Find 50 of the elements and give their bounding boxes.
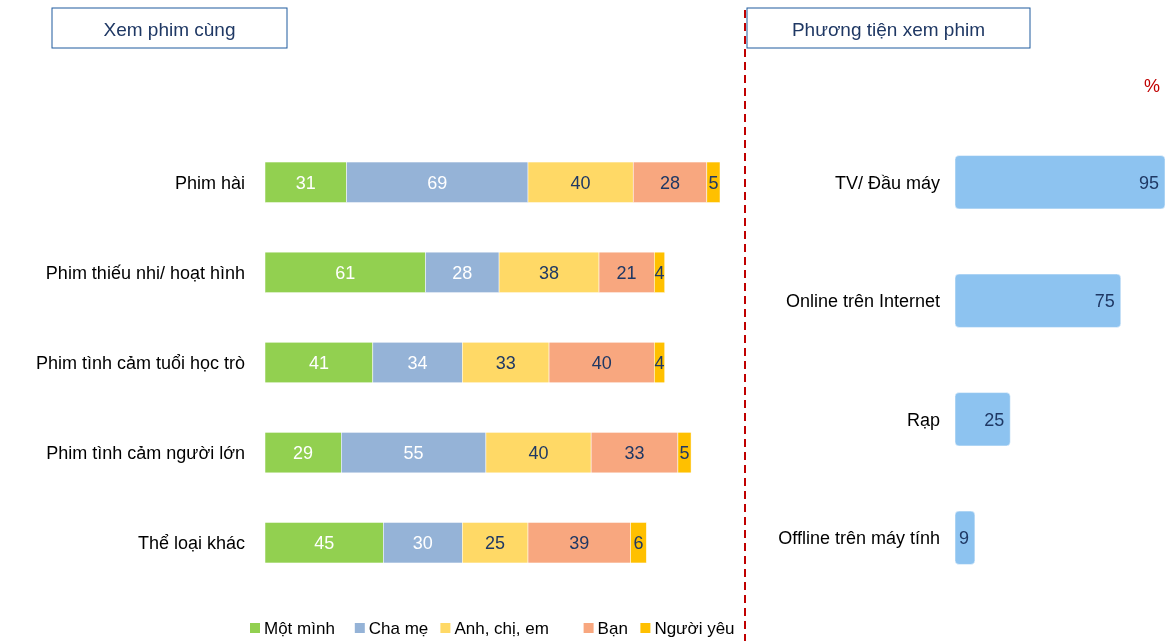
y-tick-label: TV/ Đầu máy [834,172,940,193]
y-tick-label: Phim hài [174,172,245,193]
bar [954,510,976,565]
data-label: 33 [495,352,516,373]
data-label: 40 [591,352,612,373]
y-tick-label: Phim thiếu nhi/ hoạt hình [45,262,245,283]
bar [954,392,1011,447]
bar [954,273,1122,328]
data-label: 69 [427,172,448,193]
data-label: 6 [633,533,644,553]
data-label: 21 [616,262,637,283]
legend-label: Một mình [264,618,335,638]
data-label: 5 [708,172,719,193]
data-label: 95 [1138,172,1159,193]
data-label: 30 [412,533,433,553]
bar [954,155,1166,210]
data-label: 25 [984,409,1005,430]
data-label: 41 [308,352,329,373]
chart-title: Phương tiện xem phim [791,18,986,40]
data-label: 45 [314,533,335,553]
data-label: 34 [407,352,428,373]
data-label: 29 [293,442,314,463]
data-label: 40 [528,442,549,463]
data-label: 40 [570,172,591,193]
data-label: 31 [295,172,316,193]
data-label: 61 [335,262,356,283]
data-label: 55 [403,442,424,463]
chart-title: Xem phim cùng [103,18,236,40]
text: % [1143,76,1161,96]
data-label: 39 [569,533,590,553]
data-label: 5 [679,442,690,463]
data-label: 9 [958,528,969,549]
data-label: 28 [660,172,681,193]
data-label: 33 [624,442,645,463]
y-tick-label: Phim tình cảm tuổi học trò [35,352,245,373]
data-label: 38 [539,262,560,283]
y-tick-label: Offline trên máy tính [778,528,940,549]
legend-label: Anh, chị, em [454,618,549,638]
data-label: 75 [1094,291,1115,312]
legend-label: Cha mẹ [368,618,429,638]
y-tick-label: Rạp [906,409,940,430]
data-label: 4 [654,262,665,283]
data-label: 28 [452,262,473,283]
data-label: 4 [654,352,665,373]
y-tick-label: Thể loại khác [137,533,245,553]
y-tick-label: Online trên Internet [785,291,940,312]
data-label: 25 [485,533,506,553]
legend-label: Người yêu [654,618,735,638]
legend-label: Bạn [597,618,628,638]
y-tick-label: Phim tình cảm người lớn [46,442,245,463]
